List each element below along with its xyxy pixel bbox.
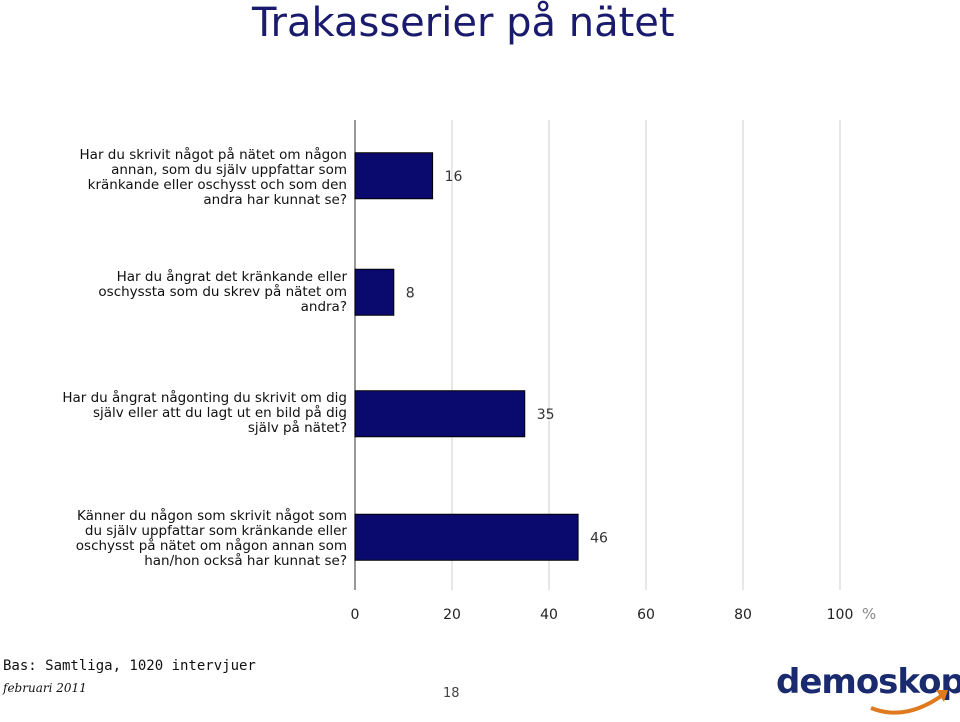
x-tick-label: 0 xyxy=(351,607,360,623)
category-label: Har du ångrat det kränkande eller oschyss… xyxy=(55,268,347,315)
x-tick-label: 80 xyxy=(734,607,752,623)
category-label-line: andra? xyxy=(300,298,347,315)
logo-text: demoskop xyxy=(776,662,960,702)
category-label-line: Har du ångrat någonting du skrivit om di… xyxy=(62,390,347,407)
bar xyxy=(354,513,579,561)
base-note: Bas: Samtliga, 1020 intervjuer xyxy=(3,658,256,674)
x-tick-label: 60 xyxy=(637,607,655,623)
category-label: Har du ångrat någonting du skrivit om di… xyxy=(55,391,347,436)
data-label: 16 xyxy=(445,169,463,185)
category-label-line: du själv uppfattar som kränkande eller xyxy=(84,523,347,540)
data-label: 8 xyxy=(406,285,415,301)
bar xyxy=(354,152,434,200)
data-label: 35 xyxy=(537,407,555,423)
category-label-line: oschysst på nätet om någon annan som xyxy=(75,538,347,555)
x-tick-label: 100 xyxy=(827,607,854,623)
page-number: 18 xyxy=(443,686,460,701)
category-label-line: själv eller att du lagt ut en bild på di… xyxy=(92,405,347,422)
data-label: 46 xyxy=(590,530,608,546)
category-label-line: annan, som du själv uppfattar som xyxy=(111,161,347,178)
category-label: Känner du någon som skrivit något som du … xyxy=(55,509,347,569)
x-tick-label: 20 xyxy=(443,607,461,623)
logo-swoosh-icon xyxy=(870,690,948,715)
x-unit-label: % xyxy=(862,605,876,623)
category-label-line: kränkande eller oschysst och som den xyxy=(87,176,347,193)
category-label-line: Känner du någon som skrivit något som xyxy=(77,508,347,525)
category-label: Har du skrivit något på nätet om någon an… xyxy=(55,146,347,208)
bar xyxy=(354,268,395,316)
category-label-line: själv på nätet? xyxy=(247,420,347,437)
category-label-line: andra har kunnat se? xyxy=(203,191,347,208)
page-title: Trakasserier på nätet xyxy=(252,0,675,46)
bar-chart: 0 20 40 60 80 100 % 16 8 35 46 xyxy=(351,120,876,623)
category-label-line: Har du skrivit något på nätet om någon xyxy=(79,146,347,163)
bar xyxy=(354,390,526,438)
category-label-line: oschyssta som du skrev på nätet om xyxy=(98,283,347,300)
category-label-line: han/hon också har kunnat se? xyxy=(144,553,347,570)
category-label-line: Har du ångrat det kränkande eller xyxy=(116,268,347,285)
demoskop-logo: demoskop xyxy=(776,660,960,720)
x-tick-label: 40 xyxy=(540,607,558,623)
date-note: februari 2011 xyxy=(3,681,87,695)
